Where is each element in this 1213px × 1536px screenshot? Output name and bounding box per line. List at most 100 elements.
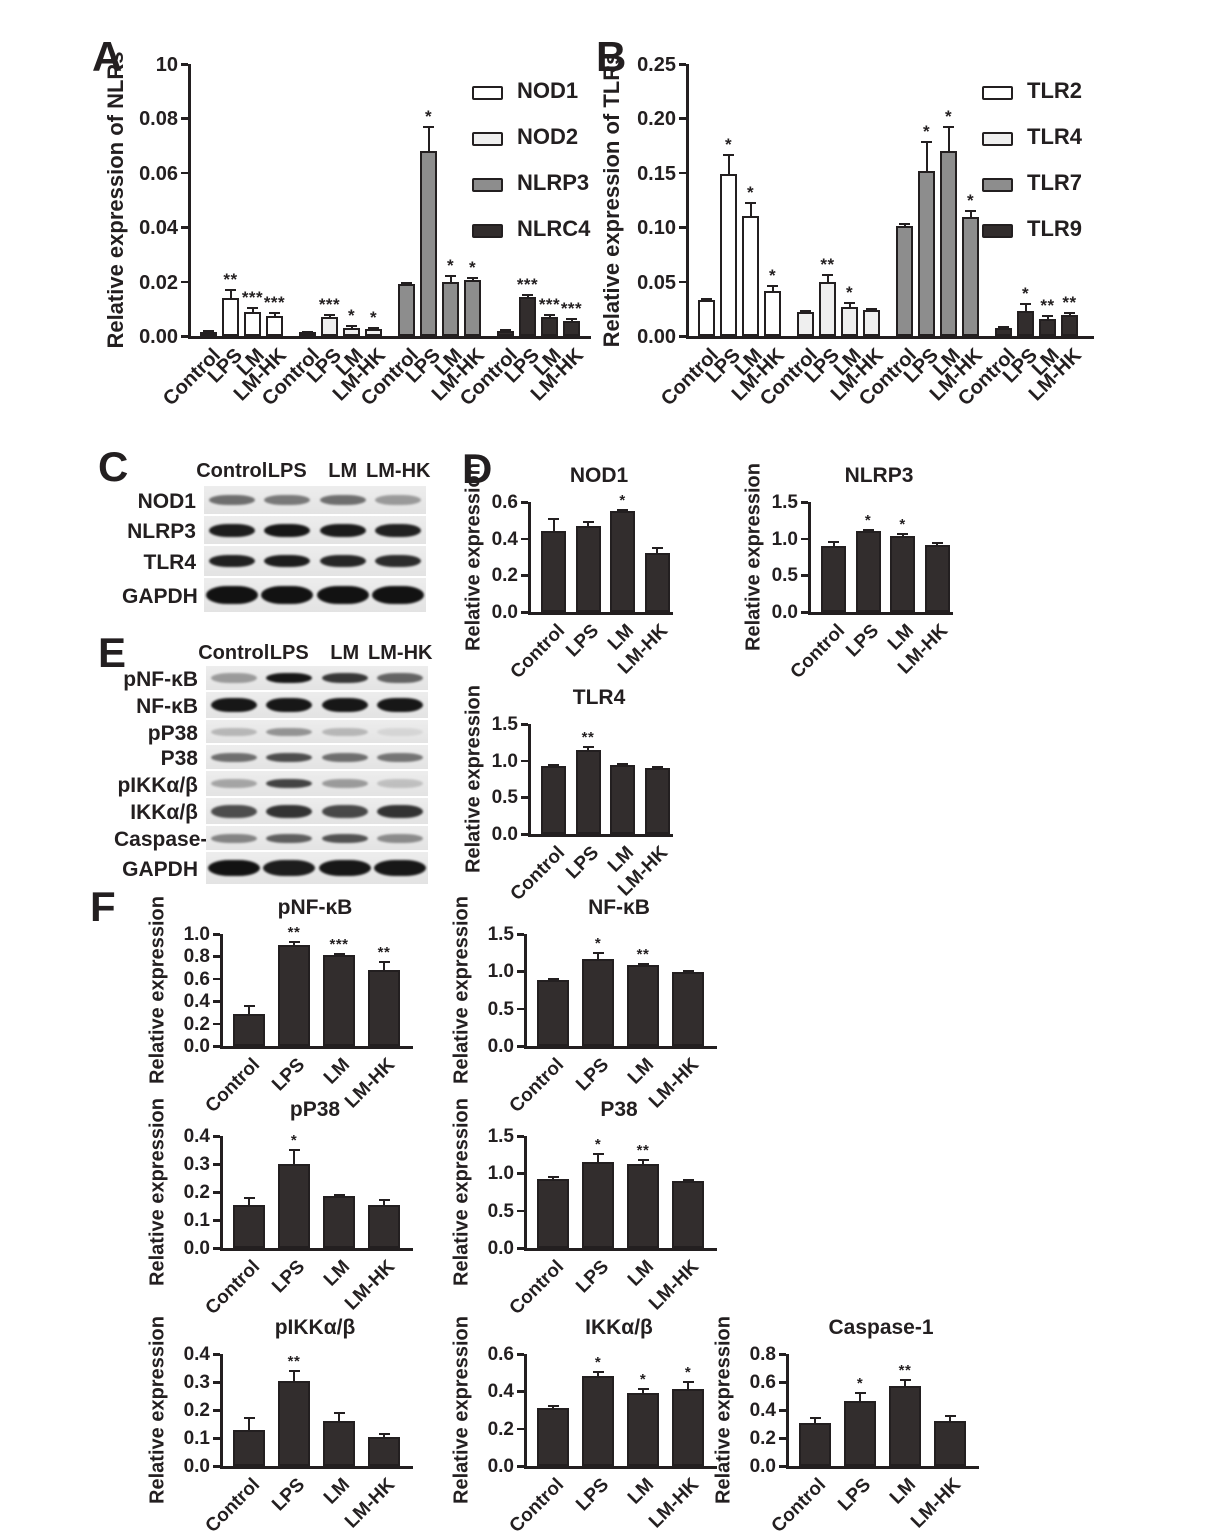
y-tick-label: 0.5 bbox=[491, 787, 518, 809]
plot-area: ** bbox=[528, 724, 673, 837]
blot-band bbox=[266, 698, 313, 712]
plot-area: * * * ** * * * * * ** ** bbox=[686, 64, 1094, 339]
blot-band bbox=[377, 673, 424, 683]
blot-strip-Caspase-1 bbox=[206, 826, 428, 850]
y-tick-mark bbox=[517, 1007, 524, 1011]
blot-band bbox=[266, 752, 313, 762]
error-bar bbox=[903, 223, 906, 227]
error-bar-cap bbox=[943, 126, 954, 129]
y-tick-mark bbox=[521, 537, 528, 541]
y-tick-mark bbox=[213, 1219, 220, 1222]
bar-TLR2 bbox=[720, 173, 737, 336]
y-tick-mark bbox=[517, 1390, 524, 1393]
blot-strip-P38 bbox=[206, 745, 428, 769]
bar bbox=[627, 1393, 659, 1466]
significance-star: ** bbox=[1062, 293, 1077, 313]
y-tick-label: 0.4 bbox=[183, 1126, 210, 1147]
y-tick-label: 1.0 bbox=[491, 750, 518, 772]
blot-band bbox=[266, 833, 313, 843]
blot-row-label: pNF-κB bbox=[123, 668, 198, 691]
significance-star: * bbox=[684, 1364, 692, 1381]
bar bbox=[627, 965, 659, 1046]
significance-star: *** bbox=[329, 935, 349, 953]
y-tick-label: 0.0 bbox=[487, 1238, 514, 1259]
error-bar bbox=[969, 210, 972, 218]
significance-star: * bbox=[594, 934, 602, 952]
error-bar bbox=[832, 541, 835, 546]
bar bbox=[644, 768, 670, 834]
blot-band bbox=[375, 523, 422, 537]
significance-star: * bbox=[468, 258, 477, 278]
lane-header-LM-HK: LM-HK bbox=[366, 460, 431, 482]
error-bar-cap bbox=[897, 532, 908, 535]
error-bar bbox=[383, 962, 385, 970]
error-bar bbox=[904, 1379, 906, 1386]
y-tick-label: 0.2 bbox=[183, 1013, 210, 1035]
blot-band bbox=[316, 586, 369, 604]
y-tick-label: 0.00 bbox=[139, 326, 178, 348]
y-tick-label: 0.4 bbox=[749, 1400, 776, 1421]
bar-NLRC4 bbox=[563, 321, 580, 336]
error-bar-cap bbox=[1042, 315, 1053, 318]
error-bar-cap bbox=[333, 952, 345, 955]
lane-header-Control: Control bbox=[198, 642, 270, 664]
y-tick-label: 0.4 bbox=[183, 1344, 210, 1365]
error-bar-cap bbox=[544, 313, 555, 316]
error-bar-cap bbox=[243, 1005, 255, 1008]
error-bar bbox=[597, 1153, 599, 1163]
error-bar-cap bbox=[566, 318, 577, 321]
y-tick-label: 0.0 bbox=[749, 1456, 776, 1477]
significance-star: * bbox=[369, 308, 378, 328]
y-tick-label: 0.6 bbox=[487, 1344, 514, 1365]
y-tick-mark bbox=[181, 335, 188, 338]
panel-d-label: D bbox=[462, 445, 493, 492]
error-bar-cap bbox=[854, 1392, 866, 1395]
significance-star: * bbox=[424, 106, 433, 126]
lane-header-Control: Control bbox=[196, 460, 268, 482]
y-tick-mark bbox=[213, 1045, 220, 1048]
significance-star: * bbox=[899, 515, 906, 533]
significance-star: * bbox=[446, 256, 455, 276]
bar-TLR7 bbox=[962, 217, 979, 336]
blot-band bbox=[208, 555, 255, 567]
blot-strip-GAPDH bbox=[204, 578, 426, 612]
y-tick-label: 0.0 bbox=[487, 1456, 514, 1477]
bar-NLRC4 bbox=[497, 331, 514, 336]
error-bar bbox=[587, 746, 589, 751]
y-tick-label: 0.15 bbox=[637, 162, 676, 185]
chart-f_casp1: Caspase-1 Relative expression 0.0 0.2 0.4 0.6… bbox=[712, 1316, 1156, 1536]
significance-star: *** bbox=[318, 294, 341, 314]
significance-star: * bbox=[1021, 284, 1030, 304]
error-bar bbox=[449, 276, 452, 282]
significance-star: * bbox=[347, 306, 356, 326]
error-bar-cap bbox=[682, 969, 694, 972]
chart-title: pNF-κB bbox=[277, 896, 353, 919]
bar-TLR4 bbox=[797, 312, 814, 336]
error-bar-cap bbox=[324, 313, 335, 316]
blot-band bbox=[377, 727, 424, 736]
bar-TLR2 bbox=[698, 300, 715, 336]
bar bbox=[934, 1421, 966, 1466]
error-bar-cap bbox=[844, 302, 855, 305]
error-bar-cap bbox=[800, 309, 811, 312]
y-tick-mark bbox=[213, 977, 220, 981]
error-bar bbox=[248, 1197, 250, 1205]
lane-header-LM-HK: LM-HK bbox=[368, 642, 433, 664]
blot-band bbox=[319, 523, 366, 537]
bar bbox=[821, 546, 846, 612]
error-bar-cap bbox=[378, 961, 390, 963]
chart-title: P38 bbox=[600, 1098, 638, 1121]
error-bar bbox=[901, 533, 904, 536]
y-tick-mark bbox=[521, 723, 528, 726]
legend-swatch-NLRP3 bbox=[472, 178, 503, 192]
error-bar-cap bbox=[617, 508, 628, 511]
bar-TLR9 bbox=[995, 328, 1012, 336]
blot-band bbox=[375, 555, 422, 567]
error-bar-cap bbox=[288, 1149, 300, 1151]
significance-star: ** bbox=[223, 270, 238, 290]
error-bar-cap bbox=[378, 1433, 390, 1436]
blot-band bbox=[210, 727, 257, 736]
y-tick-mark bbox=[517, 1353, 524, 1356]
bar bbox=[323, 1196, 355, 1248]
bar bbox=[889, 1385, 921, 1466]
